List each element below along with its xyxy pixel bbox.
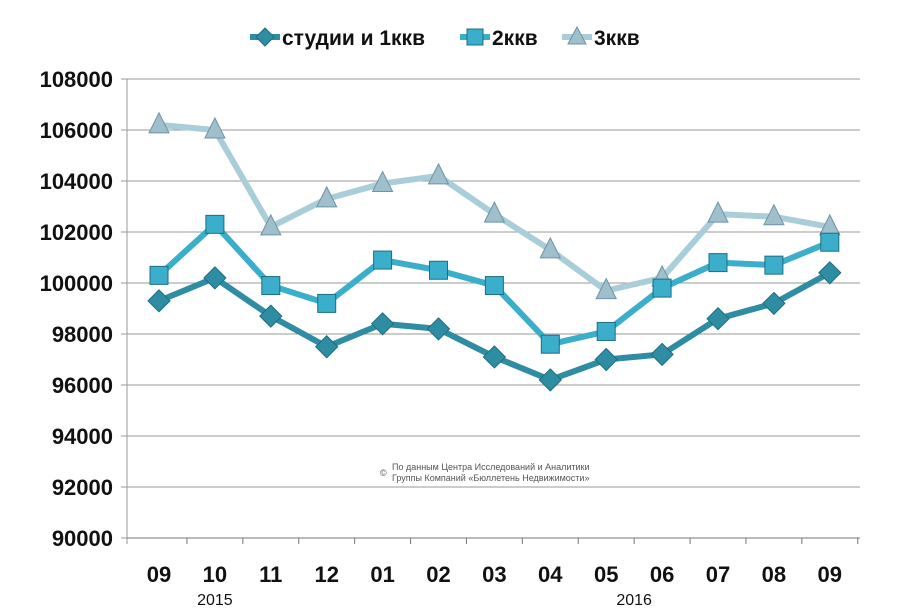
data-point-diamond [762,291,786,316]
x-tick-label: 09 [147,562,171,587]
data-point-diamond [650,342,674,367]
data-point-square [261,276,281,296]
year-label: 2015 [197,592,233,609]
data-point-diamond [538,368,563,392]
data-point-triangle [315,185,338,208]
data-point-triangle [371,170,394,193]
y-tick-label: 96000 [52,373,113,398]
x-tick-label: 04 [538,562,563,587]
data-point-triangle [204,116,226,139]
data-point-diamond [259,304,283,328]
copyright-symbol: © [380,468,387,478]
legend-label: 3ккв [594,27,640,50]
y-tick-label: 106000 [40,118,113,143]
source-note-line2: Группы Компаний «Бюллетень Недвижимости» [392,473,589,483]
data-point-triangle [539,236,562,259]
x-tick-label: 08 [762,562,786,587]
legend-diamond-icon [255,27,275,47]
data-point-square [764,255,784,275]
data-point-triangle [148,111,170,134]
y-tick-label: 94000 [52,424,113,449]
data-point-triangle [483,201,506,223]
y-tick-label: 104000 [40,169,113,194]
x-tick-label: 07 [706,562,730,587]
y-tick-label: 92000 [52,475,113,500]
data-point-square [652,278,672,298]
y-tick-label: 108000 [40,67,113,92]
data-point-square [149,265,169,285]
data-point-diamond [818,261,842,285]
data-point-diamond [370,312,395,336]
y-tick-label: 98000 [52,322,113,347]
x-tick-label: 12 [314,562,338,587]
y-tick-label: 100000 [40,271,113,296]
data-point-square [317,293,337,313]
y-tick-label: 90000 [52,526,113,551]
x-tick-label: 11 [259,562,282,587]
legend-triangle-icon [567,25,587,45]
data-point-triangle [427,162,450,185]
legend-square-icon [466,28,484,46]
data-point-square [484,276,504,296]
data-point-square [708,253,728,273]
x-tick-label: 01 [370,562,394,587]
data-point-triangle [595,277,618,300]
data-point-diamond [482,345,507,369]
data-point-diamond [594,347,618,372]
x-tick-label: 09 [818,562,842,587]
data-point-triangle [763,203,785,226]
x-tick-label: 06 [650,562,674,587]
data-point-square [429,260,448,280]
data-point-diamond [426,317,451,341]
data-point-diamond [203,266,227,290]
data-point-diamond [147,289,171,313]
data-point-square [596,321,616,341]
data-point-square [540,334,560,354]
data-point-square [205,214,225,234]
data-point-diamond [314,335,339,359]
data-point-diamond [706,306,730,331]
data-point-triangle [259,213,282,236]
x-tick-label: 02 [426,562,450,587]
source-note-line1: По данным Центра Исследований и Аналитик… [392,462,590,472]
x-tick-label: 05 [594,562,618,587]
data-point-square [373,250,393,270]
x-tick-label: 03 [482,562,506,587]
y-tick-label: 102000 [40,220,113,245]
data-point-square [820,232,840,252]
legend-label: студии и 1ккв [282,27,425,50]
legend-label: 2ккв [492,27,538,50]
x-tick-label: 10 [203,562,227,587]
year-label: 2016 [616,592,652,609]
data-point-triangle [707,201,729,223]
